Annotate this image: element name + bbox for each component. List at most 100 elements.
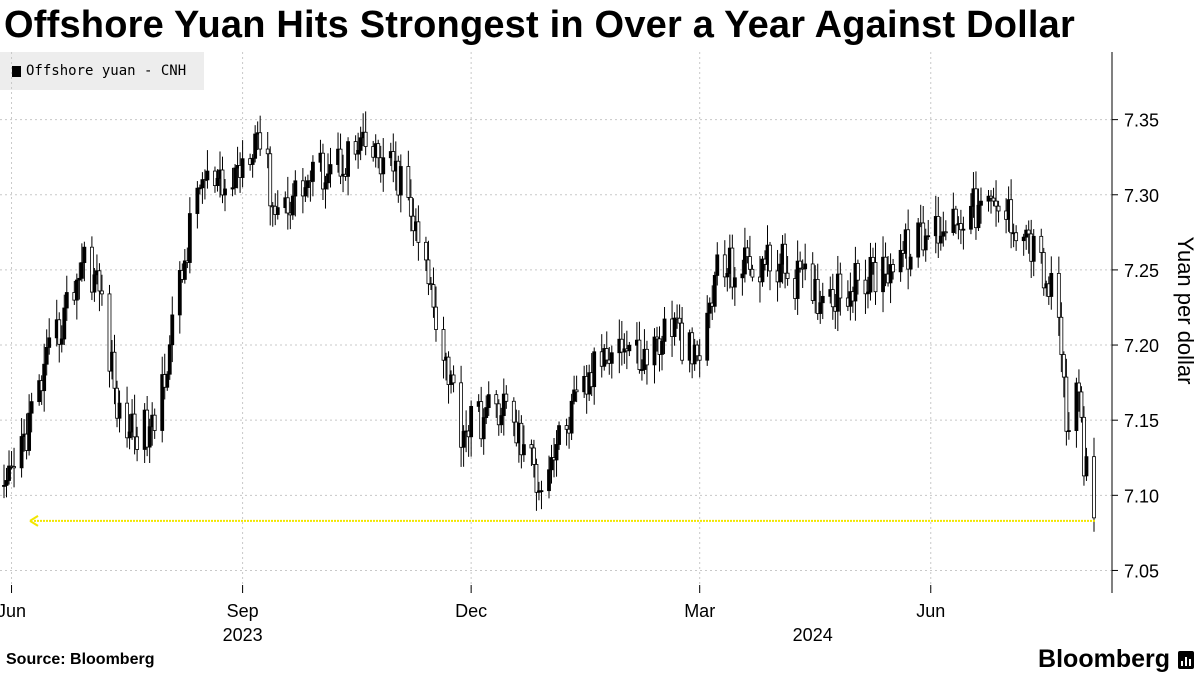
candle-body (406, 166, 411, 198)
bloomberg-chart-icon (1178, 651, 1194, 669)
candle-body (326, 173, 330, 184)
candle-body (90, 246, 94, 293)
candle-body (888, 264, 893, 284)
x-tick-label: Sep (227, 601, 259, 621)
candle-body (37, 380, 42, 403)
candle-body (431, 284, 436, 308)
candle-body (1059, 316, 1064, 355)
candle-body (1064, 376, 1069, 432)
candle-body (328, 164, 333, 175)
candle-body (976, 204, 981, 229)
candle-body (311, 161, 315, 182)
candle-body (1039, 235, 1044, 253)
candle-body (167, 344, 172, 375)
candle-body (152, 414, 157, 431)
candle-body (898, 249, 903, 273)
candle-body (441, 329, 446, 361)
candle-body (481, 417, 486, 440)
candle-body (265, 148, 270, 155)
candle-body (346, 141, 350, 177)
candle-body (637, 339, 642, 370)
candle-body (426, 259, 431, 285)
candle-body (627, 344, 632, 352)
candle-body (338, 148, 343, 177)
candle-body (853, 263, 858, 302)
candle-body (707, 302, 712, 314)
candle-body (574, 389, 579, 393)
x-tick-label: Jun (0, 601, 26, 621)
candle-body (7, 465, 11, 481)
legend-label: Offshore yuan - CNH (26, 63, 187, 79)
candle-body (381, 157, 386, 175)
candle-body (958, 223, 963, 231)
x-year-label: 2024 (793, 625, 833, 645)
candle-body (953, 208, 958, 226)
candle-body (871, 256, 875, 263)
candle-body (943, 231, 948, 234)
y-tick-label: 7.25 (1124, 261, 1159, 281)
candle-body (908, 256, 913, 270)
candle-body (147, 426, 152, 448)
candle-body (722, 254, 727, 278)
candle-body (356, 149, 361, 155)
candle-body (938, 235, 943, 244)
candle-body (42, 363, 47, 392)
candle-body (293, 180, 298, 197)
candle-body (906, 229, 911, 270)
candle-body (996, 205, 1001, 212)
candle-body (695, 344, 700, 357)
candle-body (504, 393, 509, 402)
candle-body (79, 262, 84, 279)
candle-body (818, 302, 823, 314)
candle-body (197, 187, 202, 190)
candle-body (705, 312, 710, 361)
legend: Offshore yuan - CNH (0, 52, 204, 90)
candle-body (117, 402, 122, 419)
candle-body (1056, 272, 1061, 318)
y-axis-title: Yuan per dollar (1173, 237, 1198, 385)
candle-body (712, 275, 717, 307)
candle-body (253, 133, 258, 159)
candle-body (290, 195, 295, 216)
x-year-label: 2023 (223, 625, 263, 645)
candle-body (989, 195, 993, 199)
candle-body (1014, 232, 1019, 242)
y-tick-label: 7.05 (1124, 561, 1159, 581)
candle-body (376, 143, 381, 159)
candle-body (803, 263, 808, 270)
candle-body (77, 277, 82, 281)
y-tick-label: 7.15 (1124, 411, 1159, 431)
candle-body (868, 256, 873, 293)
candle-body (732, 277, 737, 288)
candle-body (358, 137, 363, 151)
candle-body (572, 389, 577, 402)
candle-body (223, 188, 227, 196)
candle-body (499, 415, 504, 426)
candle-body (519, 422, 524, 456)
candle-body (1009, 199, 1014, 234)
candle-body (760, 258, 765, 283)
candle-body (569, 400, 574, 434)
candle-body (969, 205, 973, 230)
candle-body (408, 196, 413, 217)
candle-body (1026, 229, 1031, 235)
candle-body (891, 264, 895, 273)
candle-body (730, 247, 735, 288)
candle-body (677, 317, 682, 324)
candle-body (484, 407, 489, 418)
candle-body (429, 283, 433, 286)
candle-body (1092, 456, 1096, 519)
candle-body (165, 373, 170, 388)
candle-body (240, 158, 245, 178)
source-note: Source: Bloomberg (6, 651, 155, 668)
candle-body (258, 132, 263, 150)
candle-body (866, 291, 870, 295)
candle-body (660, 340, 664, 355)
candle-body (748, 256, 752, 270)
candle-body (873, 262, 878, 293)
candle-body (645, 348, 649, 366)
candle-body (554, 444, 559, 461)
x-tick-label: Jun (916, 601, 945, 621)
candle-body (1031, 235, 1036, 262)
candle-body (215, 177, 220, 187)
